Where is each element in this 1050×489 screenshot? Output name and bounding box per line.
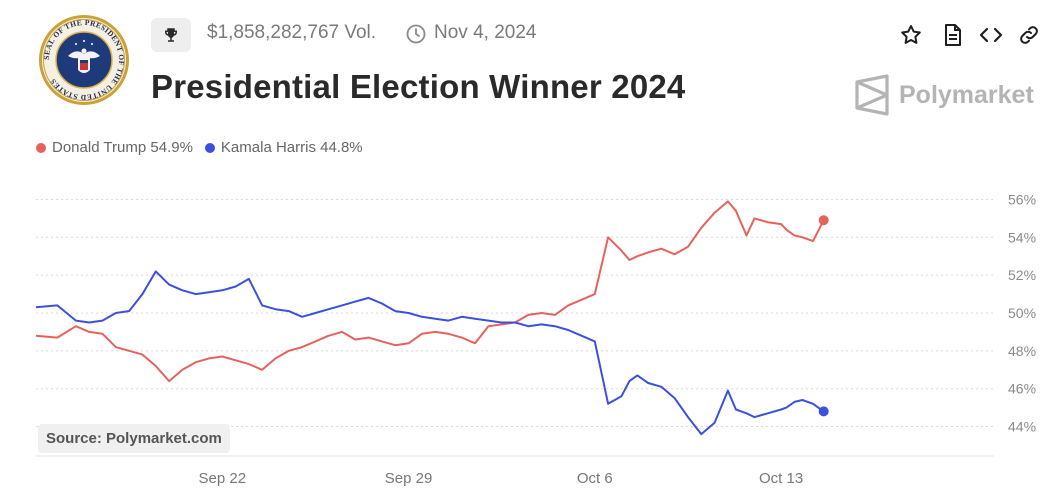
- legend-label-trump: Donald Trump 54.9%: [52, 139, 193, 156]
- legend-label-harris: Kamala Harris 44.8%: [220, 139, 363, 156]
- x-tick-label: Sep 22: [199, 470, 247, 487]
- series-endpoint-harris: [818, 406, 829, 417]
- y-tick-label: 50%: [1008, 305, 1036, 321]
- polymarket-logo: Polymarket: [853, 74, 1034, 116]
- clock-icon: [406, 24, 426, 44]
- source-label: Source: Polymarket.com: [38, 424, 230, 453]
- code-icon: [979, 27, 1003, 43]
- end-date-text: Nov 4, 2024: [434, 22, 537, 43]
- x-tick-label: Oct 6: [577, 470, 613, 487]
- page-title: Presidential Election Winner 2024: [151, 68, 686, 105]
- y-tick-label: 46%: [1008, 381, 1036, 397]
- legend-item-harris: Kamala Harris 44.8%: [204, 139, 363, 156]
- series-endpoint-trump: [818, 215, 829, 226]
- document-button[interactable]: [940, 22, 966, 48]
- legend-dot-harris: [204, 142, 215, 153]
- y-tick-label: 54%: [1008, 229, 1036, 245]
- series-line-trump: [35, 200, 825, 383]
- star-button[interactable]: [898, 22, 924, 48]
- y-tick-label: 48%: [1008, 343, 1036, 359]
- x-tick-label: Oct 13: [759, 470, 803, 487]
- y-tick-label: 56%: [1008, 191, 1036, 207]
- y-tick-label: 52%: [1008, 267, 1036, 283]
- legend-item-trump: Donald Trump 54.9%: [36, 139, 193, 156]
- trophy-icon: [165, 28, 177, 42]
- polymarket-logo-icon: [855, 74, 889, 116]
- copy-link-button[interactable]: [1016, 22, 1042, 48]
- trophy-badge: [151, 18, 191, 52]
- volume-text: $1,858,282,767 Vol.: [207, 22, 377, 43]
- series-line-harris: [35, 270, 825, 436]
- brand-name: Polymarket: [899, 80, 1034, 109]
- legend-dot-trump: [36, 142, 46, 153]
- link-icon: [1020, 26, 1038, 44]
- chart-legend: Donald Trump 54.9% Kamala Harris 44.8%: [36, 139, 375, 156]
- embed-button[interactable]: [978, 22, 1004, 48]
- presidential-seal-logo: SEAL OF THE PRESIDENT OF THE UNITED STAT…: [39, 15, 129, 105]
- x-tick-label: Sep 29: [385, 470, 433, 487]
- document-icon: [945, 24, 961, 46]
- y-tick-label: 44%: [1008, 419, 1036, 435]
- star-icon: [901, 25, 921, 44]
